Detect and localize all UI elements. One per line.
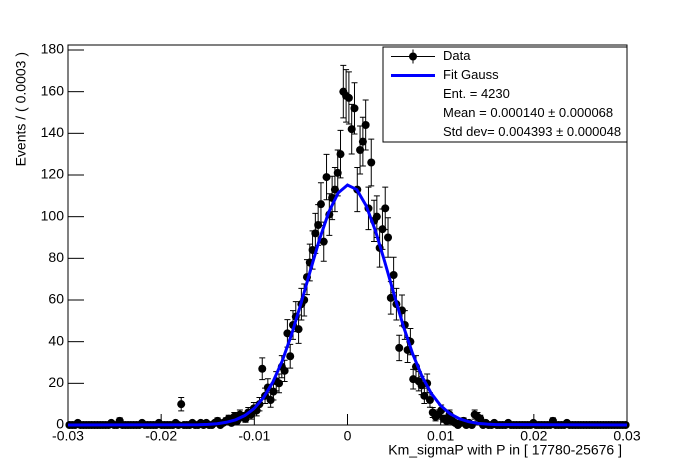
x-tick-label: -0.01 [238, 428, 270, 444]
data-point [476, 414, 485, 423]
y-axis-title: Events / ( 0.0003 ) [13, 52, 29, 166]
x-tick-label: 0.02 [520, 428, 547, 444]
data-point [314, 221, 323, 229]
data-point [258, 364, 267, 373]
legend-label: Data [443, 48, 471, 63]
data-point [336, 150, 345, 159]
data-point [420, 391, 429, 400]
y-tick-label: 160 [41, 82, 65, 98]
data-point [367, 158, 376, 167]
data-point [384, 233, 393, 242]
x-tick-label: -0.02 [145, 428, 177, 444]
data-point [316, 200, 325, 209]
data-point [283, 329, 292, 338]
y-tick-label: 60 [48, 291, 64, 307]
data-point [361, 121, 370, 129]
y-tick-label: 0 [56, 416, 64, 432]
data-point [395, 343, 404, 352]
data-point [372, 212, 381, 221]
data-point [389, 271, 398, 279]
data-point [344, 93, 353, 102]
y-tick-label: 120 [41, 166, 65, 182]
data-point [294, 325, 303, 334]
data-point [280, 366, 289, 375]
data-point [322, 173, 331, 182]
legend-label: Fit Gauss [443, 67, 499, 82]
data-point [358, 137, 367, 146]
data-point [311, 229, 320, 238]
data-point [269, 387, 278, 396]
x-tick-label: 0.03 [613, 428, 640, 444]
x-tick-label: -0.03 [52, 428, 84, 444]
x-axis-title: Km_sigmaP with P in [ 17780-25676 ] [388, 442, 622, 458]
stats-label: Mean = 0.000140 ± 0.000068 [443, 105, 613, 120]
stats-label: Ent. = 4230 [443, 86, 510, 101]
data-point [177, 400, 186, 409]
y-tick-label: 180 [41, 41, 65, 57]
data-point [286, 352, 295, 361]
data-point [350, 104, 359, 113]
data-point [347, 125, 356, 134]
y-tick-label: 20 [48, 374, 64, 390]
legend-box [382, 46, 628, 143]
legend-marker [409, 52, 417, 61]
data-point [381, 204, 390, 213]
data-point [330, 185, 339, 194]
stats-label: Std dev= 0.004393 ± 0.000048 [443, 124, 621, 139]
y-tick-label: 140 [41, 124, 65, 140]
data-point [275, 379, 284, 388]
y-tick-label: 100 [41, 207, 65, 223]
data-point [333, 168, 342, 177]
y-tick-label: 80 [48, 249, 64, 265]
data-point [425, 396, 434, 404]
legend: Data Fit Gauss Ent. = 4230 Mean = 0.000140 … [382, 46, 628, 143]
data-point [386, 293, 395, 302]
fit-curve [67, 183, 628, 427]
data-point [319, 237, 328, 246]
y-tick-label: 40 [48, 332, 64, 348]
x-tick-label: 0.01 [427, 428, 454, 444]
data-point [356, 146, 365, 154]
x-tick-label: 0 [344, 428, 352, 444]
